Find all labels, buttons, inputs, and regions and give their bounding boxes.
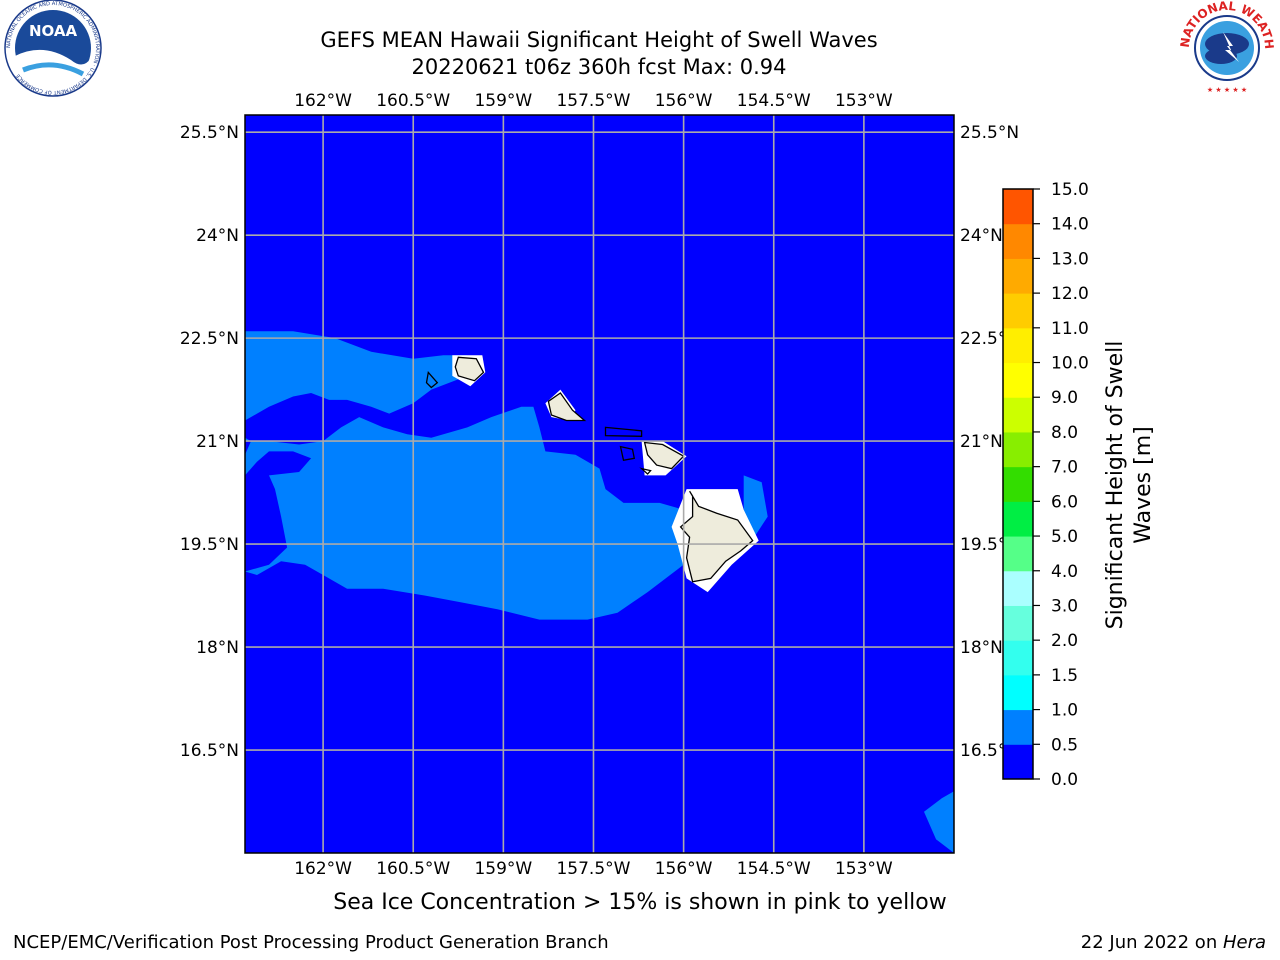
colorbar-tick-label: 4.0 (1051, 562, 1078, 582)
lon-tick-label-bottom: 153°W (835, 859, 893, 879)
lon-tick-label-bottom: 160.5°W (376, 859, 450, 879)
colorbar-tick-label: 11.0 (1051, 319, 1089, 339)
lon-tick-label-bottom: 157.5°W (556, 859, 630, 879)
colorbar-segment (1003, 362, 1033, 398)
footer-host: Hera (1222, 932, 1266, 953)
lon-tick-label-bottom: 162°W (294, 859, 352, 879)
colorbar-segment (1003, 397, 1033, 433)
colorbar-segment (1003, 605, 1033, 641)
lon-tick-label-top: 153°W (835, 91, 893, 111)
island-kahoolawe (639, 467, 652, 475)
colorbar-tick-label: 2.0 (1051, 631, 1078, 651)
lat-tick-label-left: 19.5°N (180, 535, 239, 555)
lat-tick-label-right: 24°N (960, 226, 1003, 246)
island-lanai (619, 445, 636, 462)
map-plot-area (245, 115, 954, 853)
lat-tick-label-right: 21°N (960, 432, 1003, 452)
lon-tick-label-top: 157.5°W (556, 91, 630, 111)
colorbar-tick-label: 14.0 (1051, 215, 1089, 235)
colorbar-segment (1003, 223, 1033, 259)
svg-text:★ ★ ★ ★ ★: ★ ★ ★ ★ ★ (1207, 86, 1247, 94)
lon-tick-label-top: 159°W (474, 91, 532, 111)
lat-tick-label-left: 18°N (196, 638, 239, 658)
islands (425, 356, 754, 583)
island-hawaii (679, 490, 754, 583)
colorbar-segment (1003, 189, 1033, 225)
colorbar-segment (1003, 258, 1033, 294)
lat-tick-label-right: 18°N (960, 638, 1003, 658)
colorbar-segment (1003, 709, 1033, 745)
colorbar-segment (1003, 640, 1033, 676)
lon-tick-label-top: 154.5°W (737, 91, 811, 111)
nws-logo: NATIONAL WEATHER SERVICE ★ ★ ★ ★ ★ (1178, 0, 1276, 94)
colorbar-segment (1003, 501, 1033, 537)
island-maui (643, 441, 685, 470)
footer-date-text: 22 Jun 2022 on (1080, 932, 1223, 953)
svg-text:NOAA: NOAA (29, 22, 78, 40)
lat-tick-label-left: 21°N (196, 432, 239, 452)
sea-ice-note: Sea Ice Concentration > 15% is shown in … (333, 890, 947, 915)
lon-tick-label-top: 156°W (655, 91, 713, 111)
colorbar-segment (1003, 293, 1033, 329)
map-subtitle-forecast: 20220621 t06z 360h fcst Max: 0.94 (411, 55, 787, 79)
island-molokai (604, 426, 643, 437)
lon-tick-label-bottom: 154.5°W (737, 859, 811, 879)
swell-region-extra (924, 791, 954, 853)
island-oahu (547, 392, 587, 422)
colorbar-segment (1003, 674, 1033, 711)
colorbar-label-line2: Waves [m] (1131, 426, 1156, 543)
colorbar-segment (1003, 536, 1033, 572)
footer-branch: NCEP/EMC/Verification Post Processing Pr… (13, 932, 609, 953)
map-title: GEFS MEAN Hawaii Significant Height of S… (320, 28, 878, 52)
colorbar-tick-label: 3.0 (1051, 596, 1078, 616)
lat-tick-label-left: 16.5°N (180, 741, 239, 761)
colorbar-segment (1003, 466, 1033, 502)
colorbar-segment (1003, 327, 1033, 364)
colorbar-tick-label: 12.0 (1051, 284, 1089, 304)
map-frame (244, 114, 955, 854)
colorbar-tick-label: 6.0 (1051, 492, 1078, 512)
noaa-logo: NOAA NATIONAL OCEANIC AND ATMOSPHERIC AD… (4, 0, 102, 97)
lat-tick-label-right: 25.5°N (960, 123, 1019, 143)
colorbar-tick-label: 5.0 (1051, 527, 1078, 547)
colorbar-tick-label: 8.0 (1051, 423, 1078, 443)
lon-tick-label-bottom: 159°W (474, 859, 532, 879)
colorbar-label-line1: Significant Height of Swell (1103, 341, 1128, 630)
island-niihau (425, 370, 439, 389)
colorbar-tick-label: 15.0 (1051, 180, 1089, 200)
colorbar-tick-label: 9.0 (1051, 388, 1078, 408)
colorbar-segment (1003, 570, 1033, 606)
colorbar-tick-label: 0.5 (1051, 735, 1078, 755)
lon-tick-label-top: 160.5°W (376, 91, 450, 111)
lon-tick-label-top: 162°W (294, 91, 352, 111)
island-kauai (454, 356, 485, 382)
swell-region-main (245, 331, 690, 620)
colorbar-tick-label: 7.0 (1051, 458, 1078, 478)
graticule (245, 115, 954, 853)
colorbar-tick-label: 13.0 (1051, 249, 1089, 269)
lon-tick-label-bottom: 156°W (655, 859, 713, 879)
colorbar: 0.0 0.5 1.0 1.5 2.0 3.0 4.0 5.0 6.0 7.0 8.0 9.0 10.0… (1002, 180, 1089, 790)
footer-date: 22 Jun 2022 on Hera (1081, 932, 1266, 953)
colorbar-tick-label: 10.0 (1051, 354, 1089, 374)
colorbar-segment (1003, 744, 1033, 780)
colorbar-tick-label: 0.0 (1051, 770, 1078, 790)
lat-tick-label-left: 24°N (196, 226, 239, 246)
colorbar-segment (1003, 431, 1033, 468)
lat-tick-label-left: 25.5°N (180, 123, 239, 143)
colorbar-frame (1002, 188, 1034, 780)
colorbar-tick-label: 1.0 (1051, 701, 1078, 721)
lat-tick-label-left: 22.5°N (180, 329, 239, 349)
colorbar-tick-label: 1.5 (1051, 666, 1078, 686)
axis-tick-labels: 162°W 162°W 160.5°W 160.5°W 159°W 159°W 157.5°… (180, 91, 1019, 879)
